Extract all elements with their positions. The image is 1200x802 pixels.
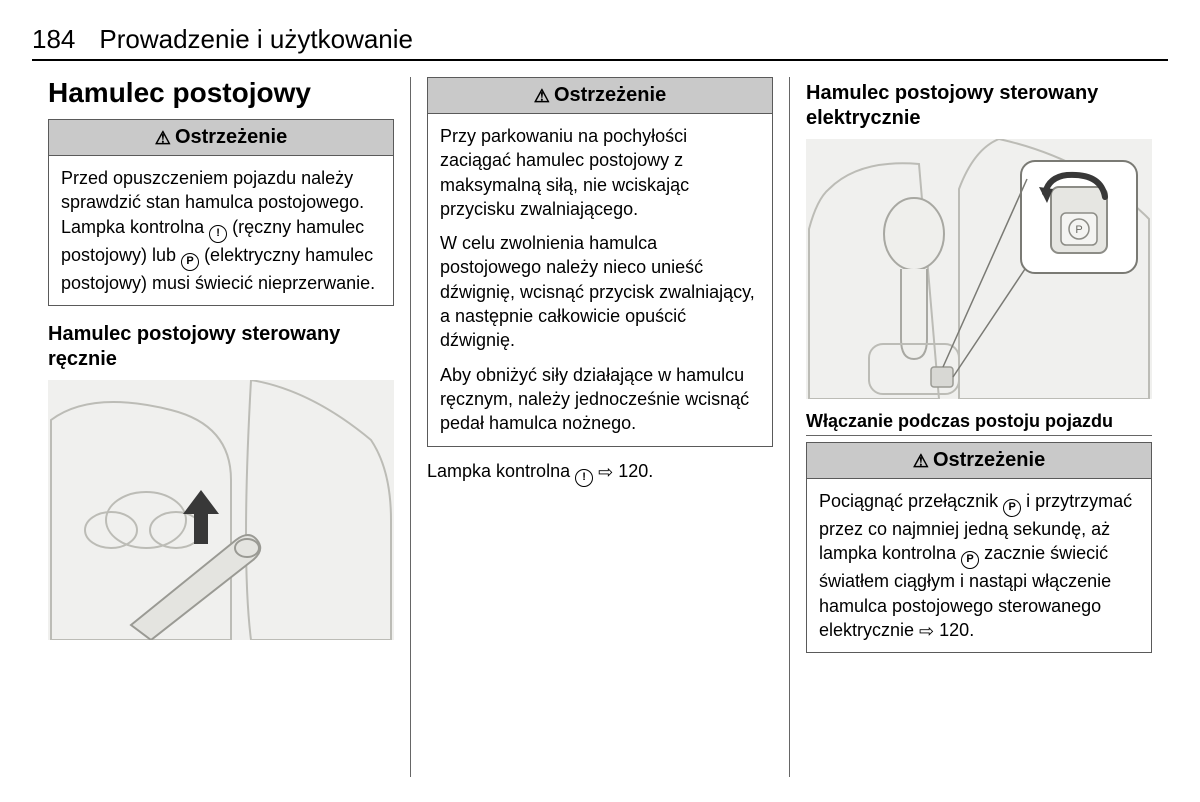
- warning-body-1: Przed opuszczeniem pojazdu należy sprawd…: [49, 156, 393, 305]
- warning-body-3: Pociągnąć przełącznik P i przytrzymać pr…: [807, 479, 1151, 652]
- manual-brake-icon: !: [209, 225, 227, 243]
- reference-arrow-icon: ⇨: [919, 619, 934, 643]
- indicator-ref: 120.: [618, 461, 653, 481]
- indicator-line: Lampka kontrolna ! ⇨ 120.: [427, 461, 773, 487]
- warning3-ref: 120.: [939, 620, 974, 640]
- indicator-pre: Lampka kontrolna: [427, 461, 575, 481]
- electric-brake-illustration: P: [806, 139, 1152, 399]
- warning-label-3: Ostrzeżenie: [933, 449, 1045, 472]
- page-number: 184: [32, 24, 75, 55]
- warning-box-3: ⚠ Ostrzeżenie Pociągnąć przełącznik P i …: [806, 442, 1152, 653]
- activation-subtitle: Włączanie podczas postoju pojazdu: [806, 411, 1152, 436]
- warning-label-2: Ostrzeżenie: [554, 84, 666, 107]
- content-columns: Hamulec postojowy ⚠ Ostrzeżenie Przed op…: [32, 77, 1168, 777]
- page-header: 184 Prowadzenie i użytkowanie: [32, 24, 1168, 61]
- chapter-title: Prowadzenie i użytkowanie: [99, 24, 413, 55]
- warning3-text-a: Pociągnąć przełącznik: [819, 491, 1003, 511]
- warning2-p2: W celu zwolnienia hamulca postojowego na…: [440, 231, 760, 352]
- reference-arrow-icon: ⇨: [598, 462, 613, 483]
- warning-header-2: ⚠ Ostrzeżenie: [428, 78, 772, 114]
- warning-body-2: Przy parkowaniu na pochyłości zaciągać h…: [428, 114, 772, 446]
- warning-header-1: ⚠ Ostrzeżenie: [49, 120, 393, 156]
- warning-header-3: ⚠ Ostrzeżenie: [807, 443, 1151, 479]
- column-1: Hamulec postojowy ⚠ Ostrzeżenie Przed op…: [32, 77, 410, 777]
- warning2-p1: Przy parkowaniu na pochyłości zaciągać h…: [440, 124, 760, 221]
- section-title: Hamulec postojowy: [48, 77, 394, 109]
- manual-brake-icon: !: [575, 469, 593, 487]
- column-3: Hamulec postojowy sterowany elektrycznie: [789, 77, 1168, 777]
- warning-label-1: Ostrzeżenie: [175, 126, 287, 149]
- warning-box-2: ⚠ Ostrzeżenie Przy parkowaniu na pochyło…: [427, 77, 773, 447]
- svg-text:P: P: [1075, 224, 1082, 236]
- warning-icon: ⚠: [534, 87, 550, 105]
- warning2-p3: Aby obniżyć siły działające w hamulcu rę…: [440, 363, 760, 436]
- electric-brake-subtitle: Hamulec postojowy sterowany elektrycznie: [806, 81, 1152, 131]
- manual-brake-subtitle: Hamulec postojowy sterowany ręcznie: [48, 322, 394, 372]
- column-2: ⚠ Ostrzeżenie Przy parkowaniu na pochyło…: [410, 77, 789, 777]
- manual-brake-illustration: [48, 380, 394, 640]
- electric-brake-icon: P: [961, 551, 979, 569]
- warning-icon: ⚠: [913, 452, 929, 470]
- electric-brake-icon: P: [1003, 499, 1021, 517]
- warning-box-1: ⚠ Ostrzeżenie Przed opuszczeniem pojazdu…: [48, 119, 394, 306]
- electric-brake-icon: P: [181, 253, 199, 271]
- warning-icon: ⚠: [155, 129, 171, 147]
